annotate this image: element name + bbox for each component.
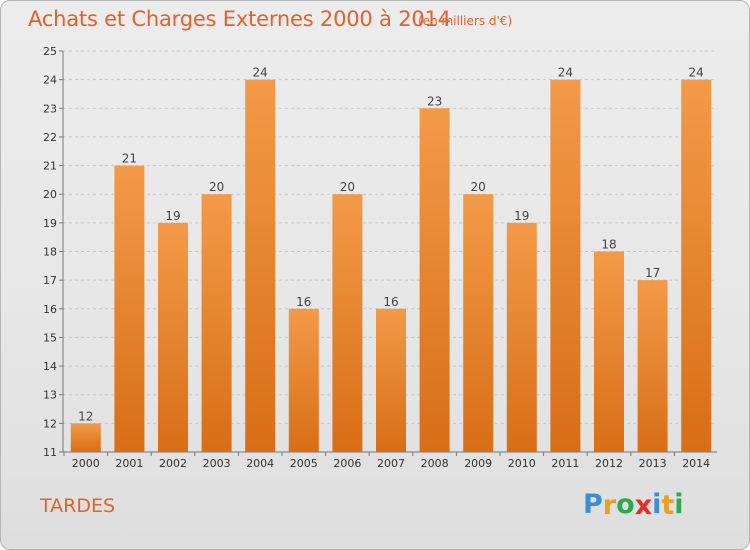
x-tick-label-2011: 2011 [551, 457, 579, 470]
logo-letter: o [616, 489, 635, 520]
x-tick-label-2001: 2001 [115, 457, 143, 470]
bar-2006 [332, 194, 363, 452]
y-tick-label: 19 [43, 217, 57, 230]
y-tick-label: 25 [43, 45, 57, 58]
chart-title: Achats et Charges Externes 2000 à 2014 [28, 7, 451, 31]
x-tick-label-2007: 2007 [377, 457, 405, 470]
logo-letter: P [583, 489, 603, 520]
logo-letter: i [674, 489, 684, 520]
bar-2007 [376, 308, 406, 452]
y-tick-label: 21 [43, 160, 57, 173]
x-tick-label-2010: 2010 [508, 457, 536, 470]
bars [70, 79, 712, 453]
bar-2010 [506, 222, 537, 452]
commune-name: TARDES [40, 495, 116, 517]
value-label-2012: 18 [601, 238, 616, 252]
proxiti-logo: Proxiti [583, 489, 684, 521]
value-label-2003: 20 [209, 180, 224, 194]
value-label-2014: 24 [689, 66, 704, 80]
y-tick-label: 13 [43, 389, 57, 402]
bar-2004 [245, 79, 276, 453]
logo-letter: i [652, 489, 662, 520]
x-tick-label-2005: 2005 [290, 457, 318, 470]
value-label-2010: 19 [514, 209, 529, 223]
y-tick-label: 23 [43, 102, 57, 115]
x-tick-labels: 2000 2001 2002 2003 2004 2005 2006 2007 2008 2009… [72, 457, 710, 470]
y-tick-label: 22 [43, 131, 57, 144]
bar-2001 [114, 165, 145, 453]
y-tick-label: 14 [43, 360, 57, 373]
bar-2008 [419, 108, 450, 453]
bar-2002 [158, 222, 188, 452]
x-tick-label-2013: 2013 [639, 457, 667, 470]
value-label-2006: 20 [340, 180, 355, 194]
value-label-2009: 20 [471, 180, 486, 194]
x-tick-label-2004: 2004 [246, 457, 274, 470]
x-tick-label-2008: 2008 [421, 457, 449, 470]
logo-letter: r [602, 490, 617, 521]
x-tick-label-2014: 2014 [682, 457, 710, 470]
value-label-2002: 19 [165, 209, 180, 223]
x-tick-label-2000: 2000 [72, 457, 100, 470]
value-labels: 12 21 19 20 24 16 20 16 23 20 19 24 18 17 24 [78, 66, 704, 424]
y-tick-label: 15 [43, 331, 57, 344]
value-label-2001: 21 [122, 152, 137, 166]
bar-2009 [463, 194, 494, 452]
bar-2003 [201, 194, 232, 452]
bar-2013 [637, 280, 668, 452]
y-tick-label: 24 [43, 74, 57, 87]
y-tick-label: 11 [43, 446, 57, 459]
logo-letter: t [661, 490, 675, 521]
bar-2012 [594, 251, 624, 452]
value-label-2007: 16 [383, 295, 398, 309]
y-tick-label: 16 [43, 303, 57, 316]
value-label-2000: 12 [78, 409, 93, 423]
value-label-2011: 24 [558, 66, 573, 80]
y-tick-labels: 11 12 13 14 15 16 17 18 19 20 21 22 23 24 25 [43, 45, 57, 459]
x-tick-label-2003: 2003 [203, 457, 231, 470]
value-label-2013: 17 [645, 266, 660, 280]
bar-2005 [288, 308, 319, 452]
bar-2011 [550, 79, 581, 453]
y-tick-label: 20 [43, 188, 57, 201]
chart-subtitle: (en milliers d'€) [418, 14, 513, 28]
x-tick-label-2002: 2002 [159, 457, 187, 470]
bar-2014 [681, 79, 712, 453]
value-label-2004: 24 [253, 66, 268, 80]
logo-letter: x [634, 490, 653, 521]
y-tick-label: 17 [43, 274, 57, 287]
y-tick-label: 12 [43, 417, 57, 430]
y-tick-label: 18 [43, 246, 57, 259]
value-label-2008: 23 [427, 94, 442, 108]
x-tick-label-2006: 2006 [333, 457, 361, 470]
bar-2000 [70, 423, 101, 452]
value-label-2005: 16 [296, 295, 311, 309]
x-tick-label-2009: 2009 [464, 457, 492, 470]
x-tick-label-2012: 2012 [595, 457, 623, 470]
